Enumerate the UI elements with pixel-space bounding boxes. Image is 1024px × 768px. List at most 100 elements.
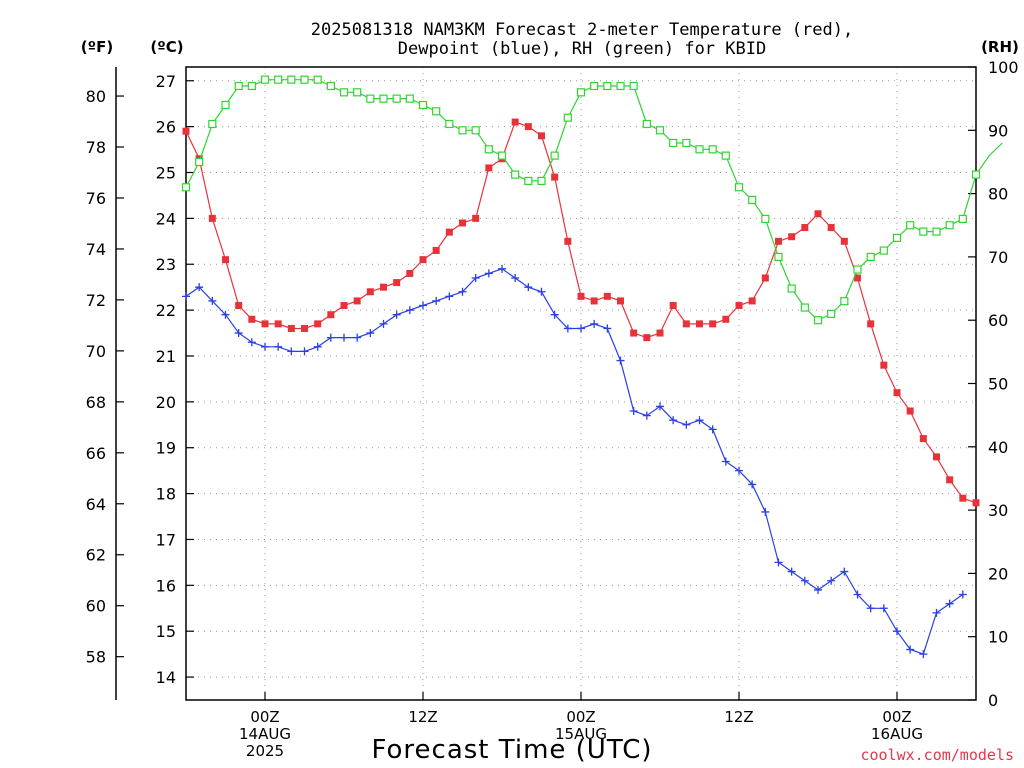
- dewpoint-point: [721, 457, 730, 466]
- fahrenheit-tick-label: 72: [86, 291, 106, 310]
- temperature-point: [393, 279, 401, 287]
- rh-point: [971, 170, 981, 179]
- rh-point: [669, 138, 678, 148]
- temperature-point: [867, 320, 875, 328]
- dewpoint-point: [471, 274, 480, 282]
- series-line-dewpoint: [185, 268, 964, 655]
- temperature-point: [709, 320, 717, 328]
- dewpoint-point: [735, 466, 743, 475]
- rh-point: [392, 94, 401, 103]
- rh-point: [906, 221, 915, 230]
- dewpoint-point: [879, 604, 888, 613]
- rh-point: [287, 75, 296, 84]
- fahrenheit-tick-label: 76: [86, 189, 106, 208]
- dewpoint-point: [932, 608, 941, 617]
- fahrenheit-tick-label: 74: [86, 240, 106, 259]
- dewpoint-point: [405, 306, 414, 315]
- fahrenheit-tick-label: 60: [86, 597, 106, 616]
- rh-point: [445, 119, 454, 129]
- dewpoint-point: [524, 283, 533, 292]
- dewpoint-point: [221, 310, 230, 319]
- dewpoint-point: [748, 480, 757, 489]
- celsius-tick-label: 24: [156, 209, 176, 228]
- rh-point: [313, 75, 322, 84]
- dewpoint-point: [313, 342, 322, 351]
- rh-point: [892, 233, 902, 243]
- fahrenheit-unit-label: (ºF): [81, 38, 113, 56]
- rh-point: [195, 157, 204, 167]
- rh-point: [945, 221, 954, 230]
- temperature-point: [182, 127, 190, 135]
- dewpoint-point: [537, 287, 546, 296]
- x-tick-label: 12Z: [408, 708, 437, 726]
- temperature-point: [880, 361, 888, 369]
- temperature-point: [485, 164, 493, 172]
- temperature-point: [696, 320, 703, 328]
- rh-point: [537, 176, 546, 186]
- temperature-point: [314, 320, 322, 328]
- rh-point: [879, 246, 888, 255]
- celsius-tick-label: 26: [156, 118, 176, 137]
- temperature-point: [682, 320, 690, 328]
- gridlines: [186, 67, 976, 700]
- dewpoint-point: [326, 333, 335, 342]
- temperature-point: [590, 297, 598, 305]
- dewpoint-point: [392, 310, 401, 319]
- dewpoint-point: [616, 356, 625, 365]
- dewpoint-point: [484, 269, 493, 278]
- fahrenheit-tick-label: 66: [86, 444, 106, 463]
- temperature-point: [551, 173, 559, 181]
- temperature-point: [538, 132, 545, 140]
- temperature-point: [406, 269, 414, 277]
- rh-point: [208, 119, 217, 129]
- rh-point: [274, 75, 283, 84]
- rh-point: [339, 88, 349, 97]
- rh-point: [432, 107, 441, 116]
- rh-point: [748, 195, 757, 205]
- temperature-point: [380, 283, 387, 291]
- axes: 14 15 16 17 18 19 20 21 22 23 24 25 26 27 58 60 62 64 66 68…: [86, 58, 1019, 760]
- dewpoint-point: [379, 319, 388, 328]
- temperature-point: [235, 302, 243, 310]
- rh-point: [695, 145, 704, 154]
- chart-title-line-1: 2025081318 NAM3KM Forecast 2-meter Tempe…: [311, 20, 853, 40]
- dewpoint-point: [300, 347, 309, 356]
- credit-label: coolwx.com/models: [860, 746, 1014, 764]
- rh-point: [761, 214, 770, 224]
- rh-point: [497, 151, 507, 160]
- rh-point: [774, 252, 783, 261]
- rh-point: [629, 81, 638, 91]
- temperature-point: [840, 237, 848, 245]
- dewpoint-point: [247, 338, 256, 347]
- rh-point: [511, 170, 520, 179]
- rh-tick-label: 100: [988, 58, 1019, 77]
- dewpoint-point: [182, 292, 190, 301]
- dewpoint-point: [800, 576, 809, 585]
- dewpoint-point: [945, 599, 954, 608]
- rh-point: [787, 284, 796, 293]
- rh-tick-label: 70: [988, 248, 1008, 267]
- temperature-point: [669, 302, 677, 310]
- dewpoint-point: [893, 627, 901, 636]
- rh-point: [853, 265, 862, 274]
- temperature-point: [327, 311, 335, 319]
- rh-point: [590, 81, 599, 91]
- temperature-point: [564, 237, 572, 245]
- x-tick-label: 16AUG: [871, 725, 923, 743]
- temperature-point: [511, 118, 519, 126]
- rh-point: [563, 113, 572, 122]
- fahrenheit-tick-label: 80: [86, 87, 106, 106]
- rh-point: [353, 88, 362, 97]
- rh-point: [813, 316, 823, 325]
- x-tick-label: 00Z: [566, 708, 595, 726]
- dewpoint-point: [458, 287, 467, 296]
- celsius-tick-label: 16: [156, 576, 176, 595]
- chart-title-line-2: Dewpoint (blue), RH (green) for KBID: [398, 39, 766, 59]
- temperature-point: [722, 315, 730, 323]
- dewpoint-point: [590, 319, 599, 328]
- rh-point: [616, 81, 625, 91]
- rh-point: [524, 176, 533, 186]
- dewpoint-point: [563, 324, 572, 333]
- rh-point: [932, 227, 941, 236]
